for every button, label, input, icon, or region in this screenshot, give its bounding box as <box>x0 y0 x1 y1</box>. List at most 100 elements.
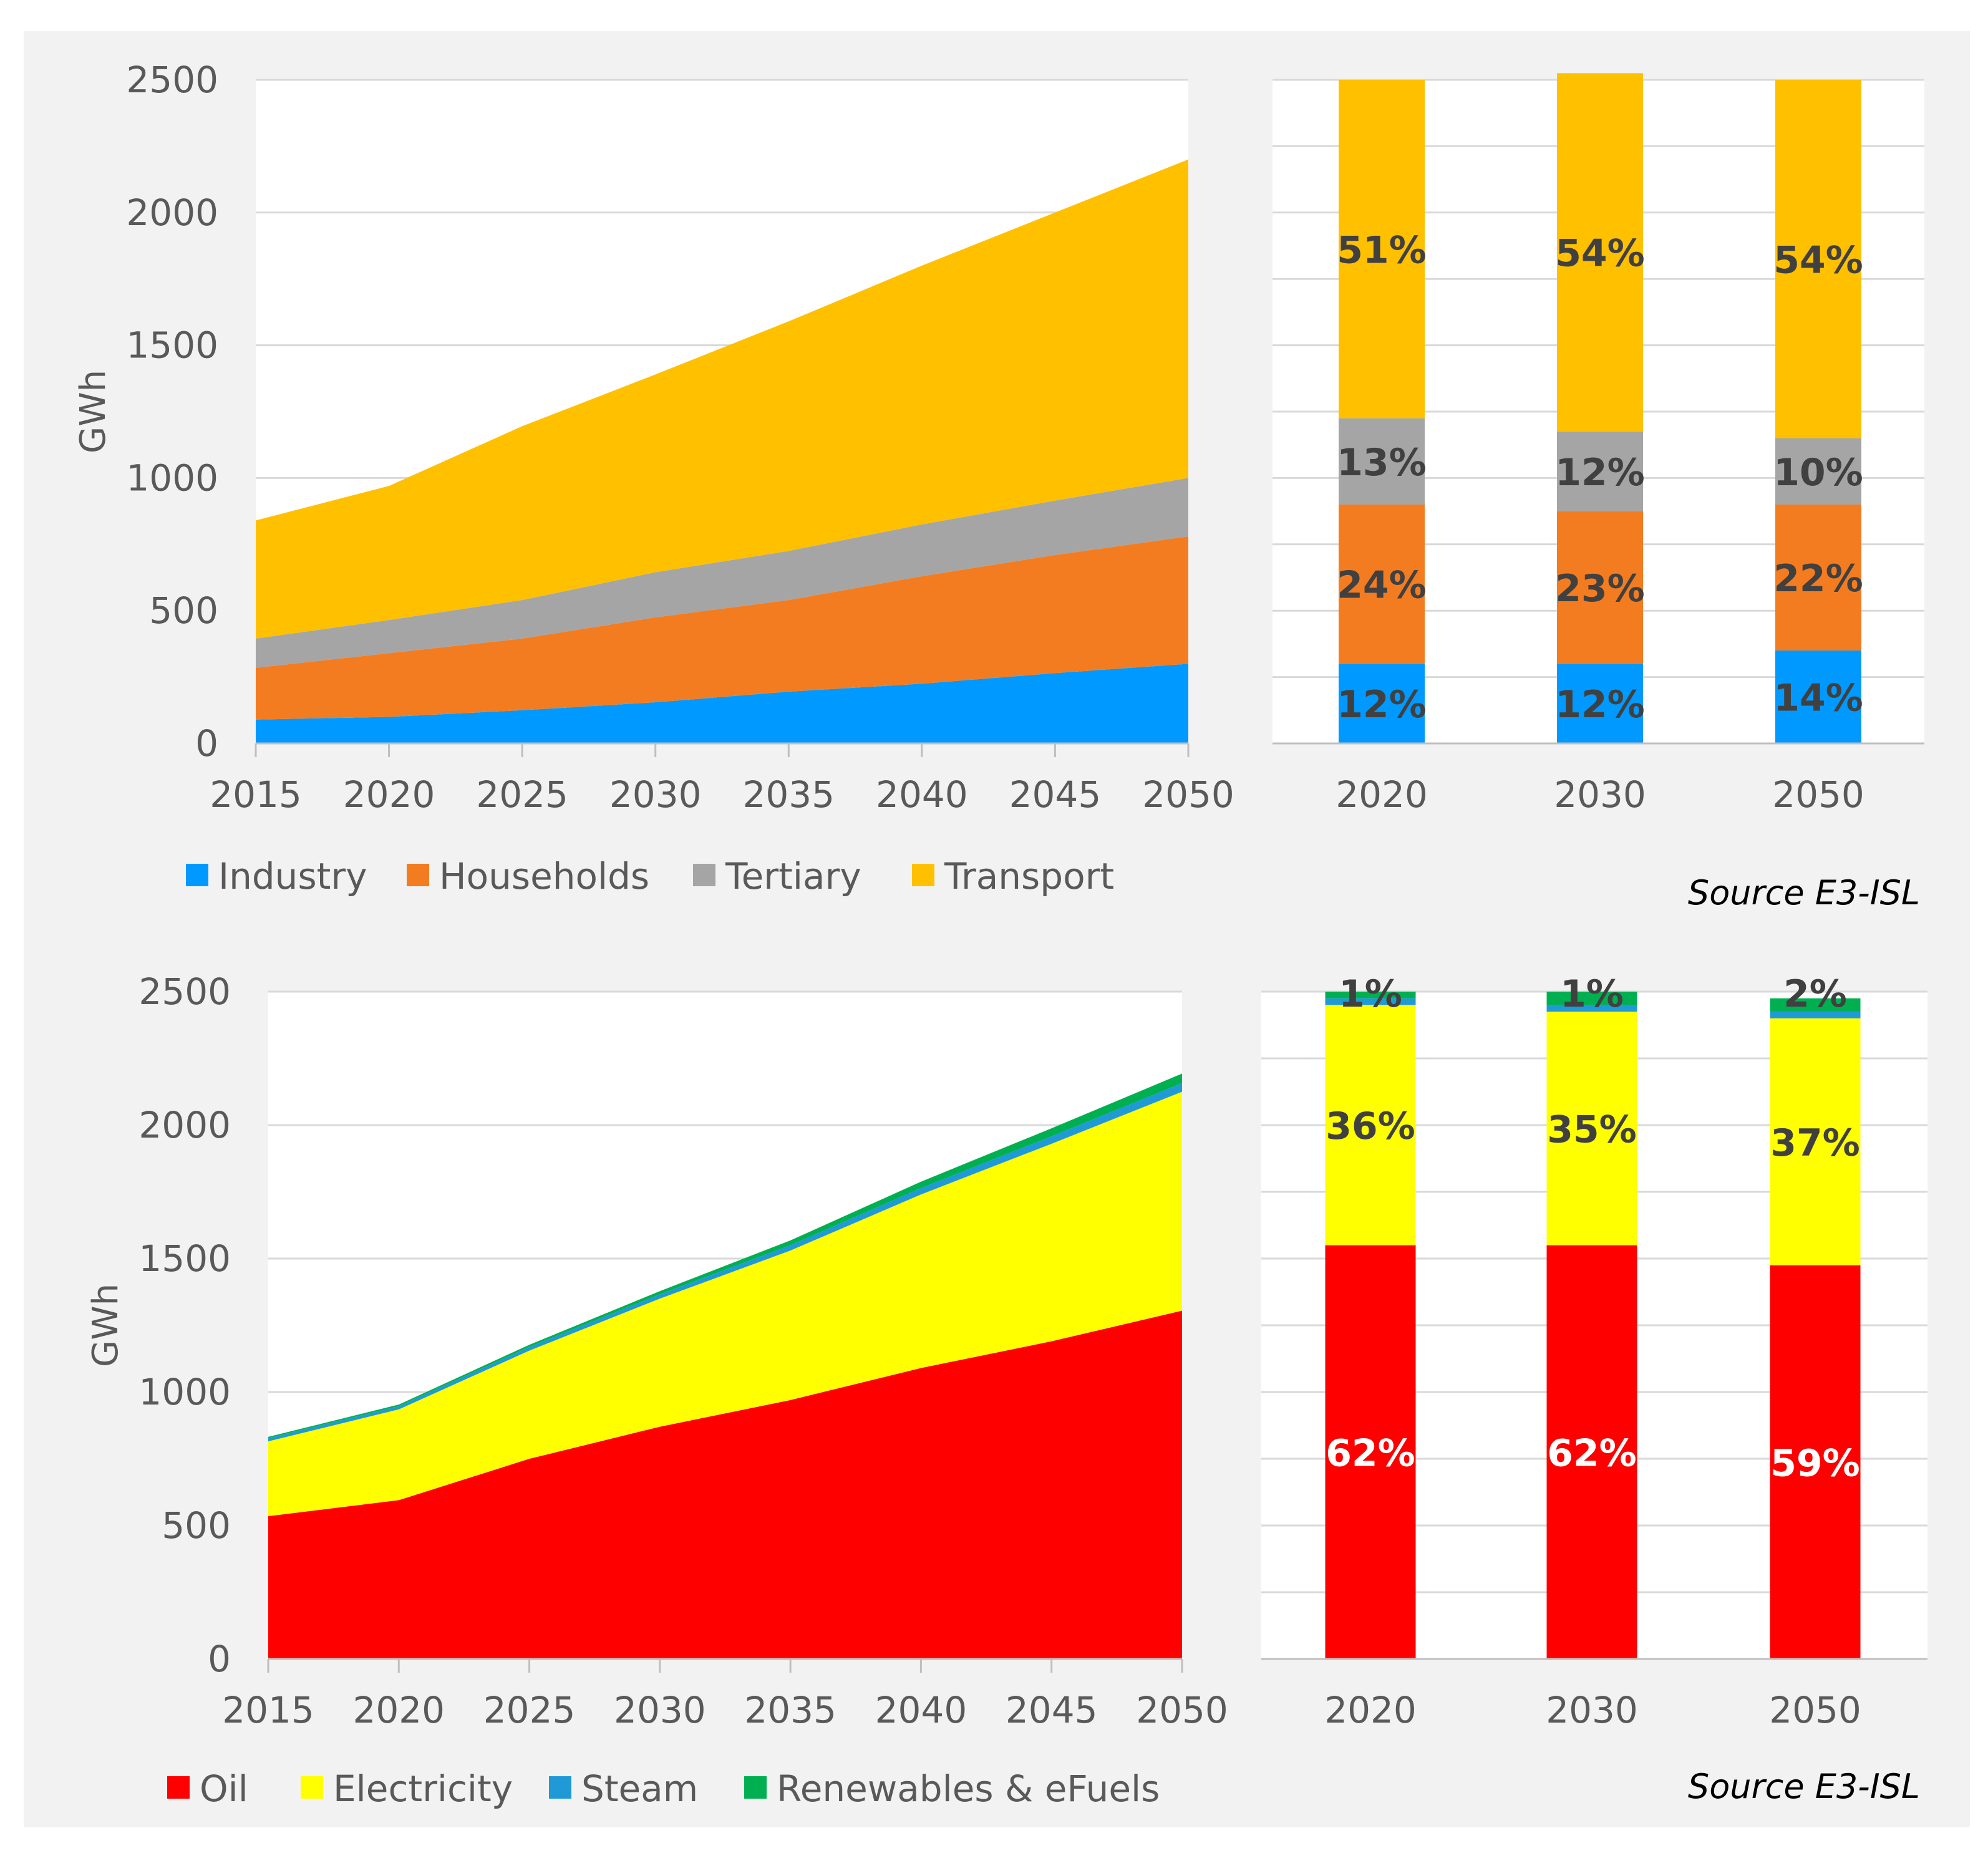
source-note: Source E3-ISL <box>1688 873 1920 912</box>
bar-segment-steam <box>1546 1005 1637 1012</box>
x-tick-label: 2045 <box>1009 773 1102 816</box>
x-tick-label: 2030 <box>614 1689 706 1731</box>
bar-segment-renewables-efuels <box>1546 992 1637 1005</box>
bar-segment-transport <box>1557 73 1643 432</box>
stacked-percent-chart-1: 12% 24% 13% 51% 2020 12% 23% 12% 54% 2030 14% 22% 10… <box>1273 73 1924 816</box>
y-axis-label: GWh <box>85 1284 126 1367</box>
legend-swatch <box>744 1776 767 1799</box>
data-label: 14% <box>1773 677 1863 720</box>
y-tick-label: 1500 <box>138 1237 231 1280</box>
x-tick-label: 2040 <box>876 773 968 816</box>
y-tick-label: 1500 <box>126 324 218 367</box>
bar-segment-tertiary <box>1339 418 1425 505</box>
source-note: Source E3-ISL <box>1688 1767 1920 1806</box>
bar-segment-transport <box>1775 80 1861 438</box>
x-tick-label: 2050 <box>1136 1689 1228 1731</box>
x-tick-label: 2030 <box>1554 773 1646 816</box>
legend-label: Tertiary <box>725 855 861 897</box>
legend-swatch <box>186 864 208 886</box>
area-series-transport <box>256 159 1188 639</box>
legend-label: Steam <box>581 1767 698 1810</box>
data-label: 10% <box>1773 451 1863 495</box>
bar-segment-industry <box>1775 650 1861 743</box>
legend-label: Households <box>439 855 649 897</box>
area-series-oil <box>268 1310 1182 1659</box>
bar-segment-tertiary <box>1775 438 1861 505</box>
legend-swatch <box>301 1776 323 1799</box>
legend-label: Electricity <box>333 1767 513 1810</box>
area-chart-2: 0 500 1000 1500 2000 2500 GWh 2015 2020 2025 2030 2… <box>85 970 1228 1731</box>
legend-swatch <box>549 1776 571 1799</box>
data-label: 37% <box>1770 1121 1860 1165</box>
data-label: 54% <box>1555 232 1645 276</box>
data-label: 24% <box>1337 564 1427 607</box>
bar-segment-tertiary <box>1557 431 1643 511</box>
y-tick-label: 500 <box>149 589 218 632</box>
y-tick-label: 1000 <box>138 1371 231 1413</box>
x-tick-label: 2040 <box>875 1689 967 1731</box>
x-tick-label: 2030 <box>609 773 702 816</box>
x-tick-label: 2035 <box>742 773 835 816</box>
y-tick-label: 2500 <box>138 970 231 1013</box>
data-label: 54% <box>1773 238 1863 282</box>
legend-swatch <box>912 864 934 886</box>
y-axis-label: GWh <box>73 370 114 453</box>
x-tick-label: 2020 <box>352 1689 445 1731</box>
y-tick-label: 500 <box>162 1504 231 1547</box>
data-label: 22% <box>1773 557 1863 601</box>
x-tick-label: 2025 <box>483 1689 576 1731</box>
data-label: 13% <box>1337 441 1427 485</box>
bar-segment-oil <box>1325 1245 1416 1659</box>
legend-swatch <box>407 864 429 886</box>
bar-segment-steam <box>1325 998 1416 1005</box>
bar-segment-renewables-efuels <box>1770 998 1861 1012</box>
x-tick-label: 2030 <box>1546 1689 1638 1731</box>
bar-segment-steam <box>1770 1012 1861 1018</box>
data-label: 2% <box>1783 972 1847 1016</box>
data-label: 62% <box>1547 1431 1637 1475</box>
bar-segment-households <box>1557 511 1643 664</box>
bar-segment-industry <box>1557 664 1643 743</box>
legend-1: Industry Households Tertiary Transport <box>186 855 1114 897</box>
legend-label: Renewables & eFuels <box>777 1767 1160 1810</box>
bar-segment-oil <box>1546 1245 1637 1659</box>
y-tick-label: 2000 <box>126 191 218 234</box>
data-label: 1% <box>1560 972 1624 1016</box>
bar-segment-industry <box>1339 664 1425 743</box>
bar-segment-electricity <box>1325 1005 1416 1245</box>
legend-label: Oil <box>200 1767 248 1810</box>
bar-segment-renewables-efuels <box>1325 992 1416 998</box>
data-label: 23% <box>1555 567 1645 611</box>
bar-segment-transport <box>1339 80 1425 418</box>
legend-label: Transport <box>944 855 1114 897</box>
data-label: 12% <box>1555 683 1645 727</box>
stacked-percent-chart-2: 62% 36% 1% 2020 62% 35% 1% 2030 59% 37% 2% 2050 <box>1261 972 1927 1731</box>
y-tick-label: 0 <box>195 722 218 765</box>
x-tick-label: 2015 <box>210 773 302 816</box>
bar-segment-oil <box>1770 1265 1861 1659</box>
bar-segment-electricity <box>1546 1012 1637 1245</box>
area-series-electricity <box>268 1091 1182 1517</box>
area-chart-1: 0 500 1000 1500 2000 2500 GWh 2015 2020 2025 2030 2… <box>73 59 1234 816</box>
x-tick-label: 2020 <box>343 773 435 816</box>
data-label: 35% <box>1547 1108 1637 1151</box>
data-label: 12% <box>1337 683 1427 727</box>
bar-segment-electricity <box>1770 1018 1861 1265</box>
x-tick-label: 2020 <box>1324 1689 1417 1731</box>
data-label: 36% <box>1326 1105 1415 1148</box>
data-label: 1% <box>1339 972 1402 1016</box>
legend-label: Industry <box>218 855 367 897</box>
area-series-households <box>256 536 1188 720</box>
x-tick-label: 2050 <box>1142 773 1234 816</box>
bar-segment-households <box>1339 504 1425 664</box>
data-label: 51% <box>1337 228 1427 272</box>
data-label: 12% <box>1555 451 1645 495</box>
x-tick-label: 2025 <box>476 773 568 816</box>
legend-swatch <box>167 1776 190 1799</box>
legend-swatch <box>693 864 715 886</box>
x-tick-label: 2035 <box>744 1689 836 1731</box>
bar-segment-households <box>1775 504 1861 651</box>
y-tick-label: 1000 <box>126 457 218 499</box>
x-tick-label: 2020 <box>1336 773 1428 816</box>
